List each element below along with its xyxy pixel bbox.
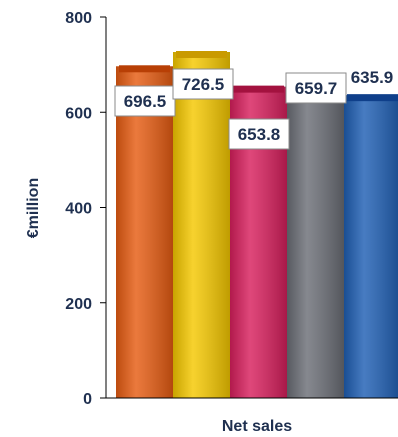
data-label-text: 635.9 <box>351 68 394 87</box>
data-label: 635.9 <box>351 68 394 87</box>
data-label: 726.5 <box>172 68 234 100</box>
y-tick-label: 0 <box>83 391 92 408</box>
x-axis-title: Net sales <box>222 418 292 435</box>
y-tick-label: 600 <box>65 105 92 122</box>
y-tick-label: 400 <box>65 201 92 218</box>
data-label-text: 726.5 <box>182 75 225 94</box>
bar-shading <box>344 95 398 399</box>
bar-shading <box>116 66 173 399</box>
data-label-text: 696.5 <box>124 92 167 111</box>
data-labels: 696.5 726.5 653.8 659.7 635.9 <box>114 68 394 150</box>
bar-top <box>119 65 170 73</box>
data-label-text: 659.7 <box>295 79 338 98</box>
data-label-box <box>228 118 290 150</box>
data-label-box <box>114 85 176 117</box>
bar-top <box>347 94 398 102</box>
data-label-box <box>172 68 234 100</box>
data-label: 659.7 <box>285 72 347 104</box>
y-tick-label: 800 <box>65 10 92 27</box>
bar-shading <box>287 83 344 398</box>
bar-top <box>233 85 284 93</box>
bar-shading <box>173 52 230 399</box>
y-axis-title: €million <box>25 178 42 238</box>
y-ticks: 0 200 400 600 800 <box>65 10 106 408</box>
data-label-box <box>285 72 347 104</box>
data-label: 653.8 <box>228 118 290 150</box>
data-label: 696.5 <box>114 85 176 117</box>
bar-top <box>176 51 227 59</box>
data-label-text: 653.8 <box>238 125 281 144</box>
y-tick-label: 200 <box>65 296 92 313</box>
